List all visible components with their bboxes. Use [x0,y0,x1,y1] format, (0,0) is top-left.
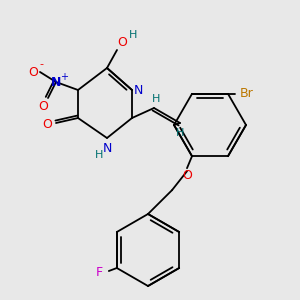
Text: N: N [51,76,61,88]
Text: H: H [152,94,160,104]
Text: N: N [102,142,112,154]
Text: O: O [38,100,48,113]
Text: O: O [28,65,38,79]
Text: H: H [129,30,137,40]
Text: F: F [95,266,102,280]
Text: H: H [176,128,184,138]
Text: O: O [182,169,192,182]
Text: H: H [95,150,103,160]
Text: Br: Br [240,87,254,100]
Text: O: O [117,35,127,49]
Text: +: + [60,72,68,82]
Text: N: N [133,83,143,97]
Text: -: - [39,59,43,69]
Text: O: O [42,118,52,131]
